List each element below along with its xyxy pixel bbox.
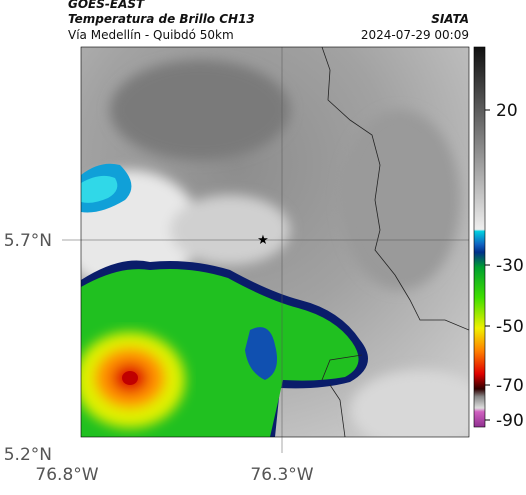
organization: SIATA	[431, 12, 469, 26]
svg-text:★: ★	[257, 233, 269, 248]
subtitle: Vía Medellín - Quibdó 50km	[68, 28, 234, 42]
lat-label: 5.7°N	[4, 231, 52, 251]
lon-label: 76.3°W	[250, 465, 313, 485]
colorbar-label: -30	[496, 256, 524, 276]
title: Temperatura de Brillo CH13	[68, 12, 255, 26]
colorbar-label: 20	[496, 101, 518, 121]
colorbar-label: -70	[496, 376, 524, 396]
colorbar-label: -50	[496, 317, 524, 337]
datetime: 2024-07-29 00:09	[361, 28, 469, 42]
lon-label: 76.8°W	[35, 465, 98, 485]
satellite-image: ★	[81, 47, 469, 437]
colorbar	[473, 46, 486, 428]
source: GOES-EAST	[68, 0, 145, 11]
colorbar-label: -90	[496, 411, 524, 431]
lat-label: 5.2°N	[4, 445, 52, 465]
